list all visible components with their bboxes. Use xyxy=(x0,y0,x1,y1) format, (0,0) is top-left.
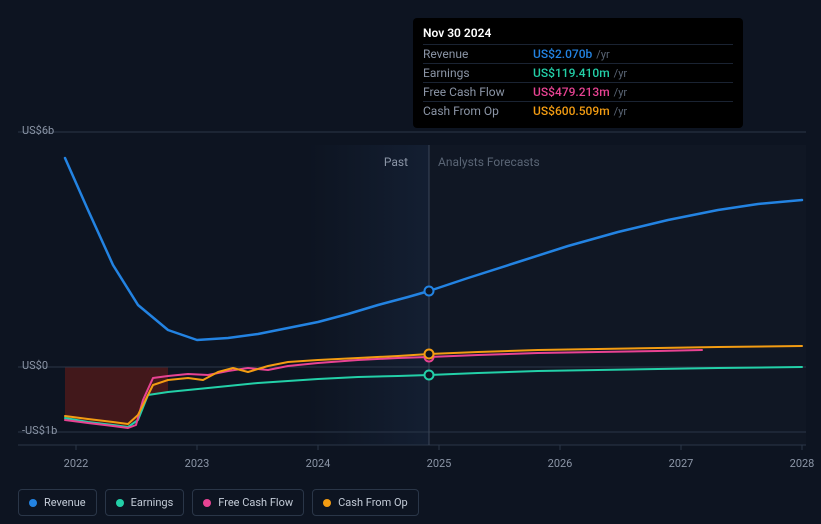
legend-label: Revenue xyxy=(44,496,86,509)
chart-tooltip: Nov 30 2024 RevenueUS$2.070b/yrEarningsU… xyxy=(413,18,743,128)
legend-dot xyxy=(323,499,331,507)
x-axis-label: 2028 xyxy=(790,457,815,470)
legend-item[interactable]: Revenue xyxy=(18,489,97,516)
tooltip-row: EarningsUS$119.410m/yr xyxy=(423,63,733,82)
tooltip-date: Nov 30 2024 xyxy=(423,26,733,40)
tooltip-suffix: /yr xyxy=(614,67,627,80)
legend-label: Free Cash Flow xyxy=(218,496,293,509)
tooltip-suffix: /yr xyxy=(596,48,609,61)
legend-dot xyxy=(29,499,37,507)
tooltip-label: Revenue xyxy=(423,47,533,61)
tooltip-row: RevenueUS$2.070b/yr xyxy=(423,44,733,63)
svg-text:Analysts Forecasts: Analysts Forecasts xyxy=(438,155,540,169)
x-axis-label: 2022 xyxy=(64,457,89,470)
y-axis-label: US$6b xyxy=(22,124,54,137)
tooltip-row: Free Cash FlowUS$479.213m/yr xyxy=(423,82,733,101)
legend-dot xyxy=(116,499,124,507)
tooltip-value: US$2.070b xyxy=(533,47,592,61)
legend-dot xyxy=(203,499,211,507)
x-axis-label: 2027 xyxy=(669,457,694,470)
x-axis-label: 2026 xyxy=(548,457,573,470)
x-axis-label: 2025 xyxy=(427,457,452,470)
x-axis-label: 2024 xyxy=(306,457,331,470)
legend-item[interactable]: Free Cash Flow xyxy=(192,489,304,516)
tooltip-label: Cash From Op xyxy=(423,104,533,118)
tooltip-value: US$479.213m xyxy=(533,85,610,99)
y-axis-label: US$0 xyxy=(22,359,48,372)
legend-item[interactable]: Cash From Op xyxy=(312,489,419,516)
y-axis-label: -US$1b xyxy=(22,424,57,437)
legend-label: Cash From Op xyxy=(338,496,408,509)
x-axis-label: 2023 xyxy=(185,457,210,470)
legend-item[interactable]: Earnings xyxy=(105,489,185,516)
tooltip-label: Free Cash Flow xyxy=(423,85,533,99)
legend-label: Earnings xyxy=(131,496,174,509)
tooltip-row: Cash From OpUS$600.509m/yr xyxy=(423,101,733,120)
svg-text:Past: Past xyxy=(384,155,408,169)
tooltip-suffix: /yr xyxy=(614,86,627,99)
tooltip-value: US$600.509m xyxy=(533,104,610,118)
tooltip-label: Earnings xyxy=(423,66,533,80)
chart-legend: Revenue Earnings Free Cash Flow Cash From O… xyxy=(18,489,419,516)
tooltip-suffix: /yr xyxy=(614,105,627,118)
tooltip-value: US$119.410m xyxy=(533,66,610,80)
